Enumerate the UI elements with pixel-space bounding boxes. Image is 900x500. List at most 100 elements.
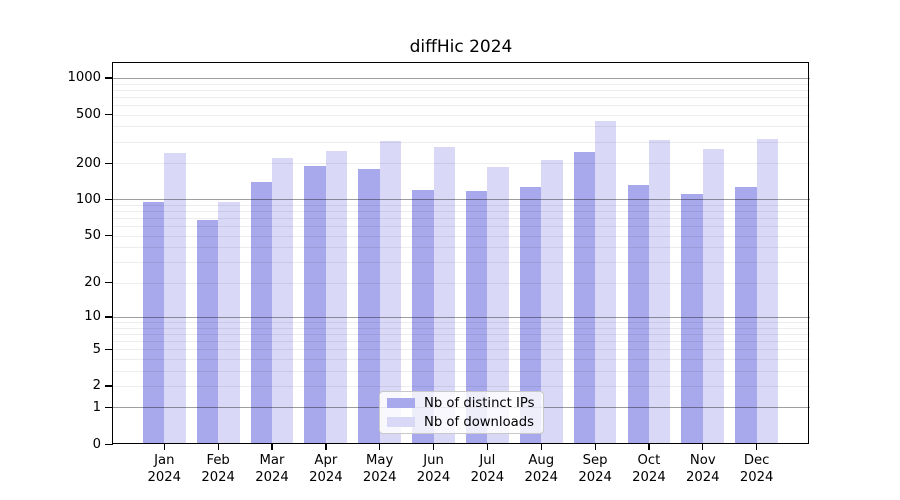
- x-label-year: 2024: [632, 469, 666, 485]
- bar-downloads-jan: [164, 153, 186, 444]
- x-label-month: Jan: [154, 453, 175, 468]
- bar-downloads-jul: [487, 167, 509, 444]
- x-label-year: 2024: [739, 469, 774, 485]
- legend: Nb of distinct IPs Nb of downloads: [379, 391, 544, 434]
- x-tick-label-aug: Aug 2024: [514, 453, 568, 486]
- y-tick-label-2: 2: [92, 378, 101, 394]
- legend-label-distinct-ips: Nb of distinct IPs: [424, 395, 535, 411]
- x-tick-oct: [648, 444, 650, 450]
- x-label-year: 2024: [686, 469, 720, 485]
- x-tick-label-mar: Mar 2024: [245, 453, 299, 486]
- x-label-month: Jun: [423, 453, 444, 468]
- x-label-month: Dec: [743, 453, 770, 468]
- x-tick-nov: [702, 444, 704, 450]
- x-tick-sep: [594, 444, 596, 450]
- x-tick-jul: [486, 444, 489, 450]
- y-tick-label-1: 1: [92, 399, 101, 415]
- bar-downloads-apr: [325, 151, 348, 444]
- x-label-month: Nov: [689, 453, 716, 468]
- y-tick-1: [105, 406, 113, 409]
- bar-distinct-ips-nov: [681, 194, 703, 444]
- y-tick-10: [105, 316, 113, 318]
- y-tick-20: [105, 282, 113, 284]
- bar-distinct-ips-jan: [142, 202, 165, 444]
- x-tick-feb: [217, 444, 219, 450]
- gridline-minor-800: [113, 89, 810, 91]
- y-tick-500: [105, 114, 113, 116]
- x-tick-label-jul: Jul 2024: [460, 453, 514, 486]
- x-tick-label-oct: Oct 2024: [622, 453, 676, 486]
- bar-downloads-aug: [541, 160, 563, 444]
- y-tick-label-200: 200: [75, 155, 101, 171]
- y-tick-label-20: 20: [84, 275, 101, 291]
- x-tick-label-sep: Sep 2024: [568, 453, 622, 486]
- y-tick-2: [105, 385, 113, 387]
- x-label-month: Jul: [479, 453, 496, 468]
- gridline-minor-400: [113, 126, 810, 128]
- x-label-year: 2024: [255, 469, 289, 485]
- bar-distinct-ips-sep: [573, 152, 596, 444]
- x-tick-label-dec: Dec 2024: [730, 453, 784, 486]
- bar-distinct-ips-feb: [196, 219, 219, 444]
- x-tick-label-apr: Apr 2024: [299, 453, 353, 486]
- bar-distinct-ips-jul: [466, 191, 488, 444]
- x-tick-mar: [271, 444, 273, 450]
- x-tick-label-nov: Nov 2024: [676, 453, 730, 486]
- y-tick-label-500: 500: [75, 107, 101, 123]
- y-tick-100: [105, 198, 113, 201]
- x-label-year: 2024: [470, 469, 505, 485]
- x-label-month: Sep: [582, 453, 608, 468]
- x-label-year: 2024: [524, 469, 559, 485]
- bar-distinct-ips-apr: [304, 165, 326, 444]
- x-label-year: 2024: [362, 469, 397, 485]
- y-tick-label-50: 50: [84, 228, 101, 244]
- x-tick-jan: [163, 444, 165, 450]
- bar-distinct-ips-jun: [412, 190, 434, 444]
- legend-swatch-downloads: [387, 417, 415, 427]
- bar-downloads-oct: [648, 139, 671, 444]
- gridline-minor-600: [113, 104, 810, 106]
- x-tick-aug: [540, 444, 542, 450]
- x-tick-apr: [325, 444, 327, 450]
- x-label-month: Feb: [206, 453, 230, 468]
- bar-downloads-dec: [756, 139, 779, 444]
- x-label-year: 2024: [147, 469, 182, 485]
- y-tick-5: [105, 348, 113, 350]
- x-label-year: 2024: [416, 469, 451, 485]
- x-tick-may: [379, 444, 381, 450]
- legend-label-downloads: Nb of downloads: [424, 414, 534, 430]
- chart-title: diffHic 2024: [409, 37, 513, 57]
- x-label-month: Mar: [259, 453, 285, 468]
- x-tick-jun: [432, 444, 435, 450]
- legend-item-downloads: Nb of downloads: [387, 415, 543, 430]
- y-tick-label-1000: 1000: [67, 70, 101, 86]
- legend-swatch-distinct-ips: [387, 398, 415, 408]
- x-tick-label-jan: Jan 2024: [137, 453, 191, 486]
- x-tick-label-may: May 2024: [353, 453, 407, 486]
- gridline-minor-900: [113, 83, 810, 85]
- gridline-minor-500: [113, 114, 810, 116]
- y-tick-50: [105, 235, 113, 237]
- bar-distinct-ips-oct: [627, 184, 649, 444]
- x-tick-label-jun: Jun 2024: [407, 453, 461, 486]
- x-label-month: Oct: [637, 453, 661, 468]
- gridline-minor-700: [113, 96, 810, 98]
- y-tick-0: [105, 443, 113, 445]
- bar-downloads-mar: [272, 157, 294, 444]
- y-tick-200: [105, 162, 113, 164]
- x-label-month: Aug: [528, 453, 555, 468]
- bar-downloads-nov: [702, 149, 725, 444]
- x-tick-label-feb: Feb 2024: [191, 453, 245, 486]
- x-label-month: May: [366, 453, 394, 468]
- bar-distinct-ips-aug: [519, 187, 542, 444]
- legend-item-distinct-ips: Nb of distinct IPs: [387, 396, 543, 411]
- y-tick-1000: [105, 77, 113, 79]
- bar-downloads-feb: [218, 202, 240, 444]
- x-label-year: 2024: [201, 469, 235, 485]
- y-tick-label-0: 0: [92, 436, 101, 452]
- x-tick-dec: [756, 444, 758, 450]
- gridline-major-1000: [113, 77, 810, 79]
- y-tick-label-10: 10: [84, 309, 101, 325]
- bar-downloads-may: [379, 140, 402, 444]
- x-label-year: 2024: [578, 469, 612, 485]
